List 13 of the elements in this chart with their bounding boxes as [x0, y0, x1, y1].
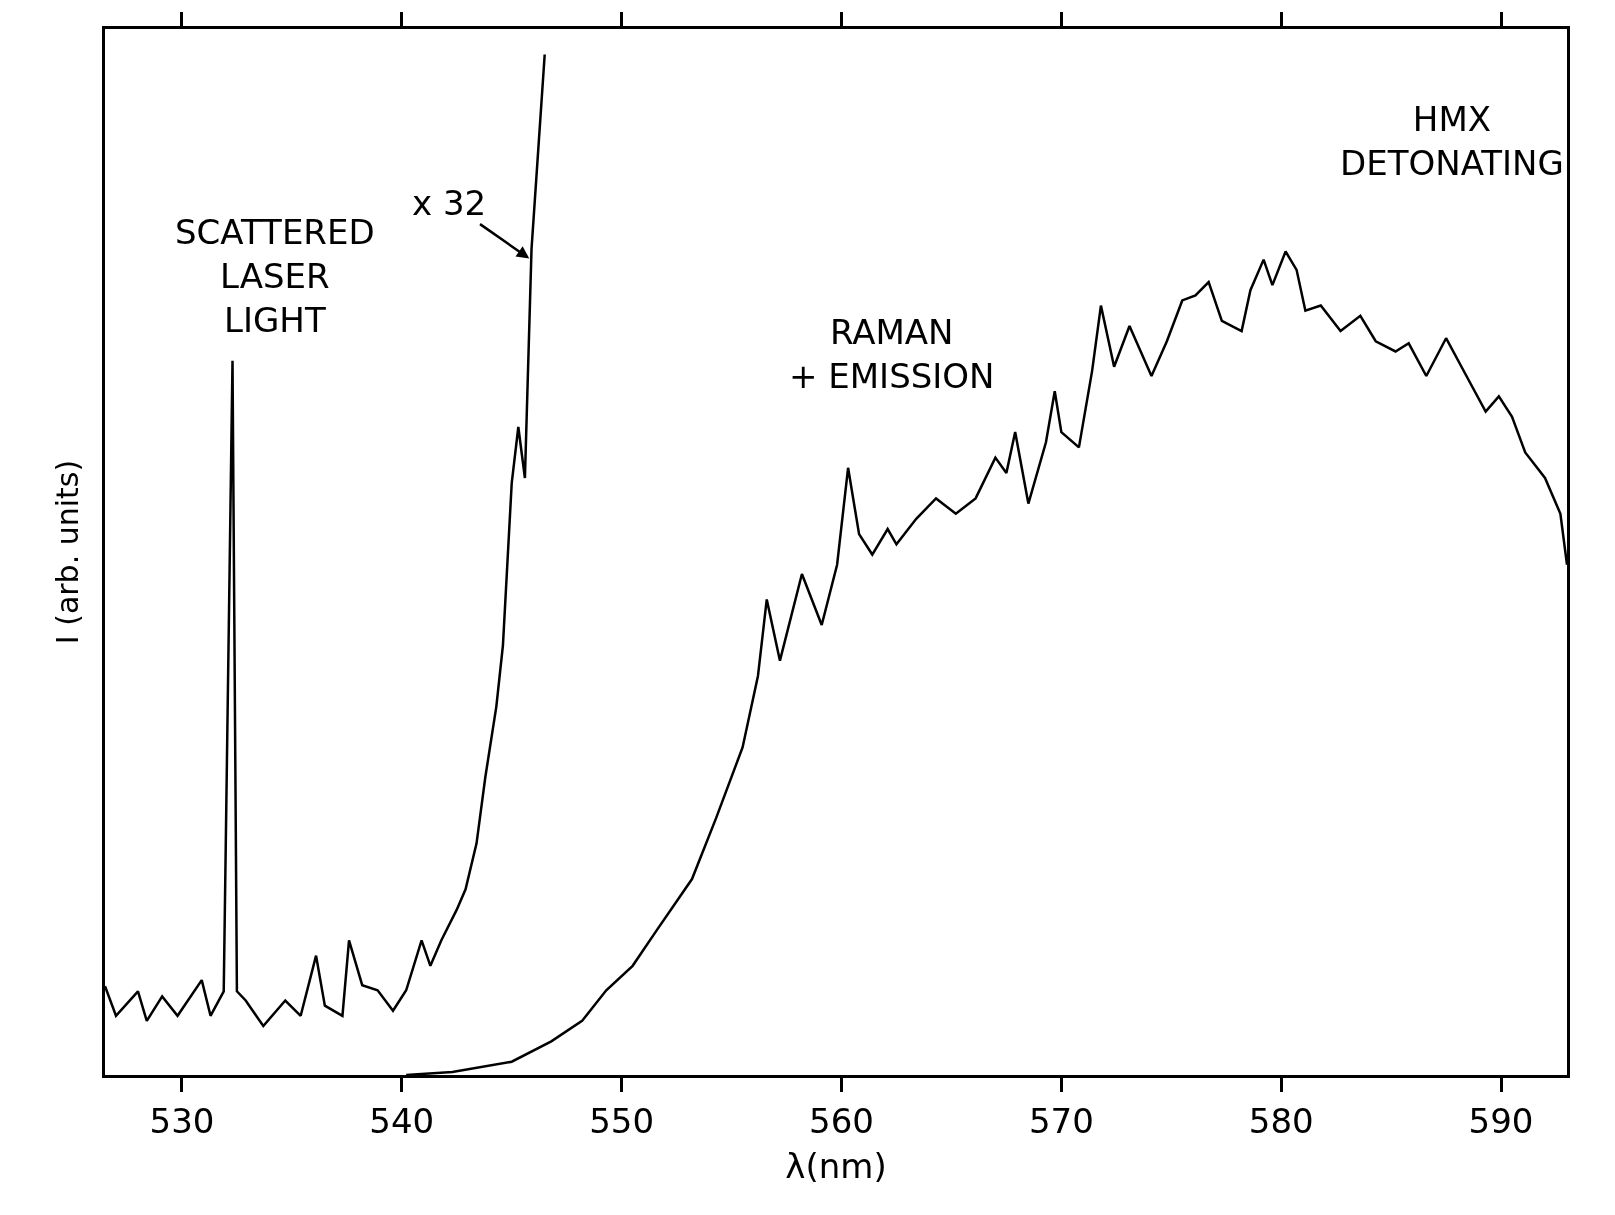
x-tick-label: 580 — [1248, 1100, 1314, 1141]
x-tick-label: 550 — [589, 1100, 655, 1141]
annotation: x 32 — [412, 183, 487, 223]
annotation: RAMAN + EMISSION — [789, 312, 995, 397]
annotation: HMX DETONATING — [1340, 99, 1564, 184]
x-tick-label: 560 — [809, 1100, 874, 1141]
x-tick-label: 540 — [369, 1100, 435, 1141]
x-axis-title: λ(nm) — [785, 1146, 887, 1187]
x-tick-label: 570 — [1028, 1100, 1094, 1141]
y-axis-title: I (arb. units) — [50, 459, 85, 645]
x-tick-label: 590 — [1468, 1100, 1534, 1141]
x-tick-label: 530 — [149, 1100, 215, 1141]
annotation: SCATTERED LASER LIGHT — [175, 212, 375, 341]
